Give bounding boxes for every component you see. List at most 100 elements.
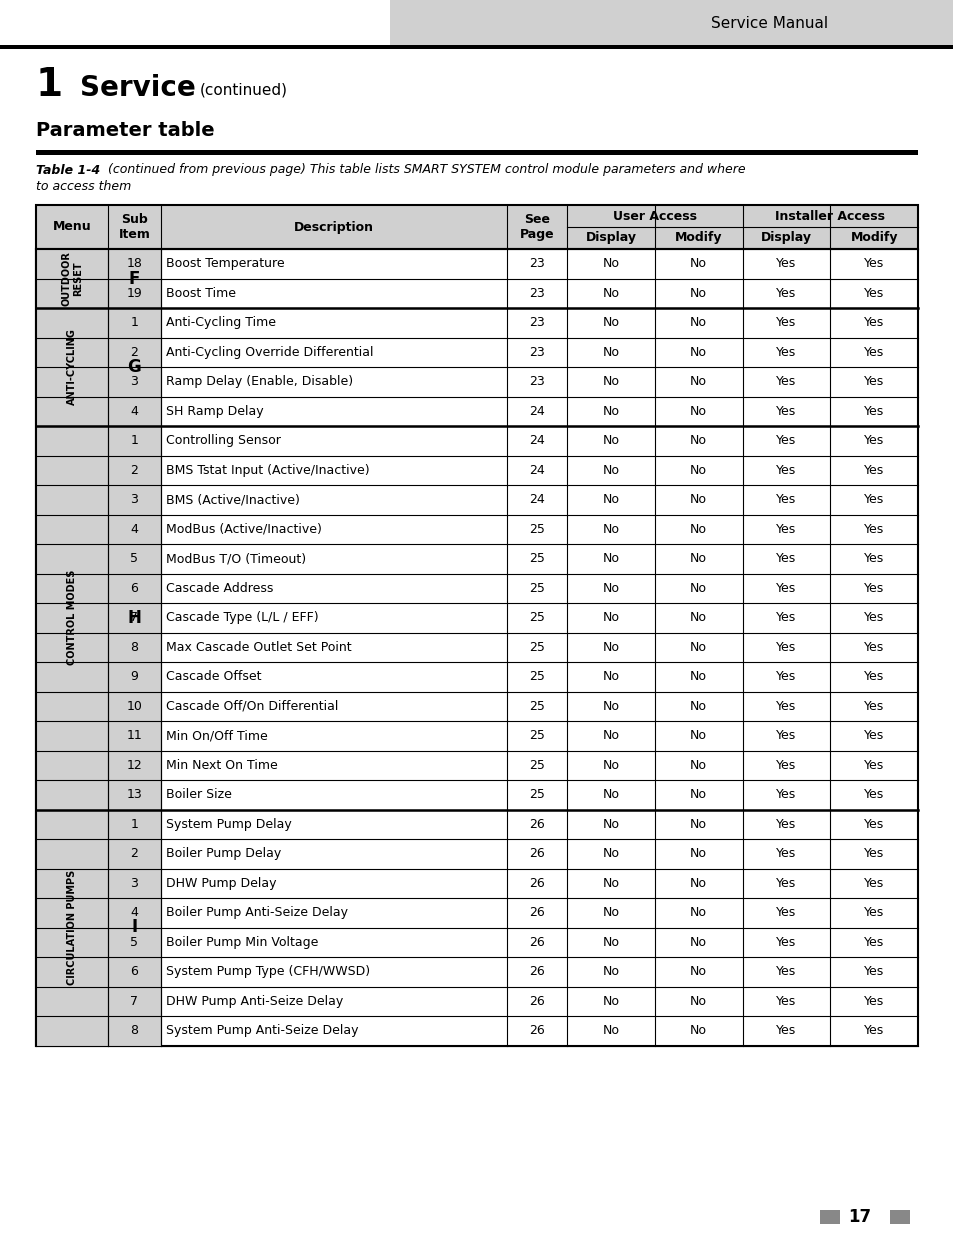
Text: Yes: Yes	[776, 936, 796, 948]
Text: Boiler Size: Boiler Size	[166, 788, 232, 802]
Text: Yes: Yes	[863, 464, 883, 477]
Text: Yes: Yes	[863, 435, 883, 447]
Bar	[36, 205, 917, 249]
Text: System Pump Type (CFH/WWSD): System Pump Type (CFH/WWSD)	[166, 966, 370, 978]
Text: Yes: Yes	[776, 493, 796, 506]
Text: 7: 7	[131, 611, 138, 624]
Text: No: No	[601, 641, 618, 653]
Text: Yes: Yes	[863, 582, 883, 595]
Text: 26: 26	[529, 847, 544, 861]
Text: 6: 6	[131, 966, 138, 978]
Text: F: F	[129, 269, 140, 288]
Bar	[0, 0, 953, 44]
Text: No: No	[689, 1024, 706, 1037]
Text: Yes: Yes	[776, 522, 796, 536]
Text: No: No	[601, 316, 618, 330]
Text: 23: 23	[529, 375, 544, 388]
Text: 24: 24	[529, 435, 544, 447]
Text: 8: 8	[131, 1024, 138, 1037]
Text: No: No	[689, 522, 706, 536]
Text: 17: 17	[847, 1208, 871, 1226]
Text: Anti-Cycling Override Differential: Anti-Cycling Override Differential	[166, 346, 373, 358]
Text: Description: Description	[294, 221, 374, 233]
Text: No: No	[601, 582, 618, 595]
Text: 12: 12	[127, 758, 142, 772]
Text: 1: 1	[131, 818, 138, 831]
Text: No: No	[689, 729, 706, 742]
Text: No: No	[689, 611, 706, 624]
Text: Menu: Menu	[52, 221, 91, 233]
Text: User Access: User Access	[612, 210, 696, 222]
Text: 5: 5	[131, 936, 138, 948]
Text: 1: 1	[36, 65, 63, 104]
Text: Yes: Yes	[863, 522, 883, 536]
Bar	[36, 249, 917, 1046]
Text: 19: 19	[127, 287, 142, 300]
Text: 1: 1	[131, 316, 138, 330]
Text: Yes: Yes	[776, 671, 796, 683]
Text: OUTDOOR
RESET: OUTDOOR RESET	[61, 251, 83, 306]
Bar	[36, 149, 917, 156]
Text: Yes: Yes	[776, 1024, 796, 1037]
Text: Yes: Yes	[776, 346, 796, 358]
Text: No: No	[601, 758, 618, 772]
Text: Modify: Modify	[849, 231, 897, 245]
Text: Yes: Yes	[776, 906, 796, 919]
Text: 25: 25	[529, 582, 544, 595]
Text: 6: 6	[131, 582, 138, 595]
Text: Controlling Sensor: Controlling Sensor	[166, 435, 280, 447]
Bar	[36, 809, 108, 1046]
Bar	[36, 308, 108, 426]
Text: ModBus T/O (Timeout): ModBus T/O (Timeout)	[166, 552, 306, 566]
Text: Yes: Yes	[776, 435, 796, 447]
Text: 4: 4	[131, 405, 138, 417]
Text: No: No	[601, 729, 618, 742]
Text: Yes: Yes	[863, 641, 883, 653]
Text: Yes: Yes	[776, 375, 796, 388]
Text: Yes: Yes	[776, 641, 796, 653]
Text: 24: 24	[529, 464, 544, 477]
Text: 3: 3	[131, 375, 138, 388]
Text: No: No	[601, 611, 618, 624]
Text: No: No	[601, 522, 618, 536]
Bar	[390, 0, 953, 44]
Text: 26: 26	[529, 818, 544, 831]
Text: 26: 26	[529, 1024, 544, 1037]
Text: Yes: Yes	[863, 906, 883, 919]
Text: 24: 24	[529, 493, 544, 506]
Text: BMS Tstat Input (Active/Inactive): BMS Tstat Input (Active/Inactive)	[166, 464, 369, 477]
Text: I: I	[132, 919, 137, 936]
Text: No: No	[689, 346, 706, 358]
Text: Display: Display	[585, 231, 636, 245]
Text: 7: 7	[131, 994, 138, 1008]
Text: Min Next On Time: Min Next On Time	[166, 758, 277, 772]
Text: Yes: Yes	[863, 611, 883, 624]
Text: Yes: Yes	[863, 493, 883, 506]
Text: No: No	[689, 877, 706, 889]
Text: 2: 2	[131, 346, 138, 358]
Text: Yes: Yes	[863, 788, 883, 802]
Text: (continued from previous page) This table lists SMART SYSTEM control module para: (continued from previous page) This tabl…	[104, 163, 745, 177]
Bar	[889, 1210, 909, 1224]
Text: No: No	[689, 700, 706, 713]
Text: No: No	[689, 287, 706, 300]
Text: No: No	[601, 936, 618, 948]
Text: No: No	[689, 257, 706, 270]
Text: No: No	[689, 994, 706, 1008]
Text: No: No	[601, 435, 618, 447]
Text: G: G	[128, 358, 141, 375]
Text: Yes: Yes	[863, 287, 883, 300]
Bar	[36, 249, 108, 308]
Bar	[108, 809, 160, 1046]
Text: Yes: Yes	[863, 405, 883, 417]
Text: ANTI-CYCLING: ANTI-CYCLING	[67, 329, 77, 405]
Text: No: No	[601, 700, 618, 713]
Text: 18: 18	[127, 257, 142, 270]
Text: Service Manual: Service Manual	[711, 16, 828, 31]
Text: Anti-Cycling Time: Anti-Cycling Time	[166, 316, 275, 330]
Text: Yes: Yes	[863, 729, 883, 742]
Text: No: No	[689, 316, 706, 330]
Text: Yes: Yes	[863, 847, 883, 861]
Text: 26: 26	[529, 906, 544, 919]
Text: Cascade Off/On Differential: Cascade Off/On Differential	[166, 700, 337, 713]
